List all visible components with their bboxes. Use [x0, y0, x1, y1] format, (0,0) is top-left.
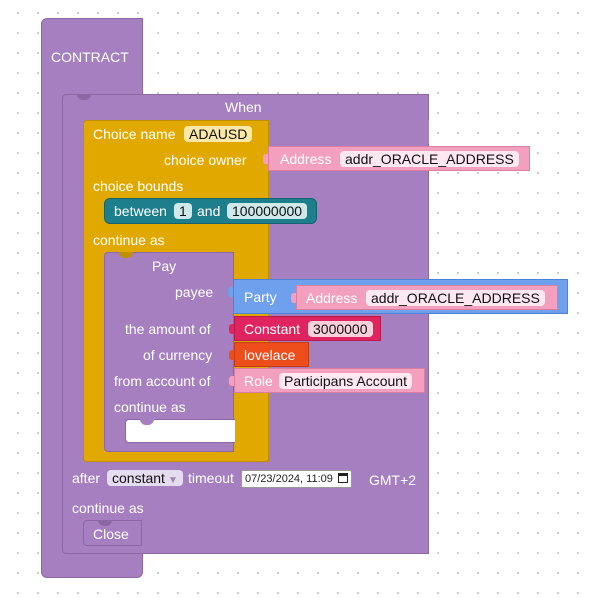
- lovelace-label: lovelace: [244, 347, 296, 363]
- owner-address-tab: [263, 154, 268, 164]
- payee-address-label: Address: [306, 290, 358, 306]
- choice-gap-1: [269, 120, 429, 144]
- owner-address-label: Address: [280, 151, 332, 167]
- close-label: Close: [93, 526, 129, 542]
- bound-block[interactable]: between 1 and 100000000: [104, 198, 317, 224]
- when-label: When: [225, 99, 262, 115]
- pay-notch: [119, 252, 133, 258]
- timeout-datetime-input[interactable]: 07/23/2024, 11:09: [241, 470, 352, 488]
- after-label: after: [72, 470, 101, 486]
- amount-label: the amount of: [125, 321, 211, 337]
- currency-token-block[interactable]: lovelace: [229, 342, 309, 367]
- payee-party-block[interactable]: Party Address addr_ORACLE_ADDRESS: [228, 279, 568, 314]
- pay-slot-notch: [140, 419, 154, 425]
- payee-address-tab: [291, 293, 296, 303]
- timeout-datetime-value: 07/23/2024, 11:09: [245, 473, 333, 485]
- bound-between-label: between: [114, 203, 167, 219]
- from-role-block[interactable]: Role Participans Account: [229, 368, 425, 393]
- close-notch: [98, 520, 112, 526]
- from-account-label: from account of: [114, 373, 211, 389]
- timezone-label: GMT+2: [369, 472, 417, 488]
- choice-owner-label: choice owner: [164, 152, 247, 168]
- choice-bottom-bar: [83, 452, 269, 462]
- choice-bounds-label: choice bounds: [93, 178, 184, 194]
- when-continue-label: continue as: [72, 500, 144, 516]
- pay-label: Pay: [152, 258, 177, 274]
- contract-label: CONTRACT: [51, 49, 129, 65]
- triangle-down-icon: ▼: [167, 475, 178, 486]
- party-label: Party: [244, 289, 277, 305]
- bound-high-field[interactable]: 100000000: [227, 203, 308, 219]
- payee-label: payee: [175, 284, 214, 300]
- timeout-type-value: constant: [112, 470, 165, 486]
- currency-token-tab: [229, 350, 234, 360]
- pay-block[interactable]: Pay payee the amount of of currency from…: [104, 252, 235, 452]
- currency-label: of currency: [143, 347, 213, 363]
- calendar-icon[interactable]: [337, 473, 348, 483]
- choice-continue-label: continue as: [93, 232, 165, 248]
- constant-field[interactable]: 3000000: [308, 321, 373, 337]
- amount-constant-tab: [229, 324, 234, 334]
- when-notch: [77, 94, 91, 100]
- payee-address-field[interactable]: addr_ORACLE_ADDRESS: [366, 290, 545, 306]
- choice-name-label: Choice name: [93, 126, 176, 142]
- pay-continue-slot[interactable]: [125, 419, 235, 443]
- choice-name-field[interactable]: ADAUSD: [184, 126, 253, 142]
- amount-constant-block[interactable]: Constant 3000000: [229, 316, 381, 341]
- role-label: Role: [244, 373, 273, 389]
- bound-low-field[interactable]: 1: [174, 203, 192, 219]
- pay-continue-label: continue as: [114, 399, 186, 415]
- payee-party-tab: [228, 287, 233, 297]
- timeout-label: timeout: [188, 470, 234, 486]
- role-field[interactable]: Participans Account: [279, 373, 412, 389]
- from-role-tab: [229, 376, 234, 386]
- close-block[interactable]: Close: [83, 520, 142, 546]
- payee-address-block[interactable]: Address addr_ORACLE_ADDRESS: [291, 285, 558, 310]
- owner-address-field[interactable]: addr_ORACLE_ADDRESS: [340, 151, 519, 167]
- bound-and-label: and: [197, 203, 221, 219]
- owner-address-block[interactable]: Address addr_ORACLE_ADDRESS: [263, 146, 530, 171]
- constant-label: Constant: [244, 321, 301, 337]
- timeout-type-dropdown[interactable]: constant ▼: [107, 470, 183, 486]
